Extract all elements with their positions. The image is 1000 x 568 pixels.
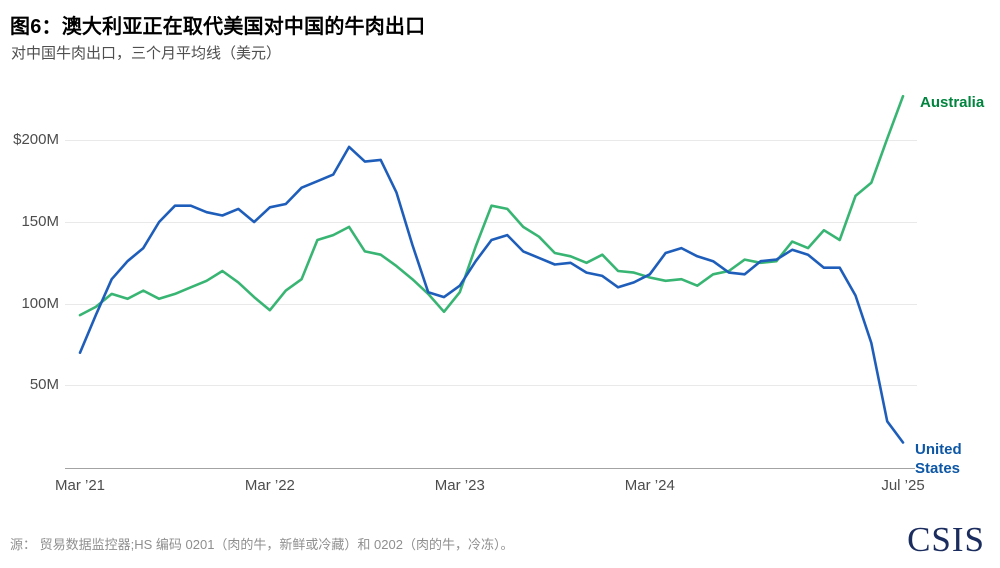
x-axis-label-mar24: Mar ’24: [624, 477, 675, 494]
x-axis-label-mar21: Mar ’21: [54, 477, 106, 494]
y-axis-label-100m: 100M: [21, 294, 59, 312]
us-series-label-line1: United: [915, 441, 962, 458]
australia-series-label: Australia: [920, 94, 985, 111]
chart-title: 图6：澳大利亚正在取代美国对中国的牛肉出口: [10, 16, 426, 38]
gridline-150m: [65, 222, 917, 223]
y-axis-label-200m: $200M: [13, 131, 59, 149]
csis-logo: CSIS: [907, 520, 985, 559]
x-axis-label-jul25: Jul ’25: [881, 477, 925, 494]
gridline-200m: [65, 140, 917, 142]
chart-subtitle: 对中国牛肉出口，三个月平均线（美元）: [11, 45, 282, 62]
us-series-label: United States: [915, 440, 962, 478]
gridline-100m: [65, 303, 917, 305]
gridline-50m: [65, 385, 917, 387]
x-axis-line: [65, 468, 915, 469]
y-axis-label-150m: 150M: [21, 213, 59, 230]
series-line-australia: [78, 94, 905, 317]
us-series-label-line2: States: [915, 460, 961, 477]
source-note: 源： 贸易数据监控器;HS 编码 0201（肉的牛，新鲜或冷藏）和 0202（肉…: [10, 537, 514, 552]
x-axis-label-mar23: Mar ’23: [434, 477, 485, 494]
y-axis-label-50m: 50M: [29, 376, 59, 394]
x-axis-label-mar22: Mar ’22: [244, 477, 295, 494]
series-line-united-states: [78, 145, 905, 444]
